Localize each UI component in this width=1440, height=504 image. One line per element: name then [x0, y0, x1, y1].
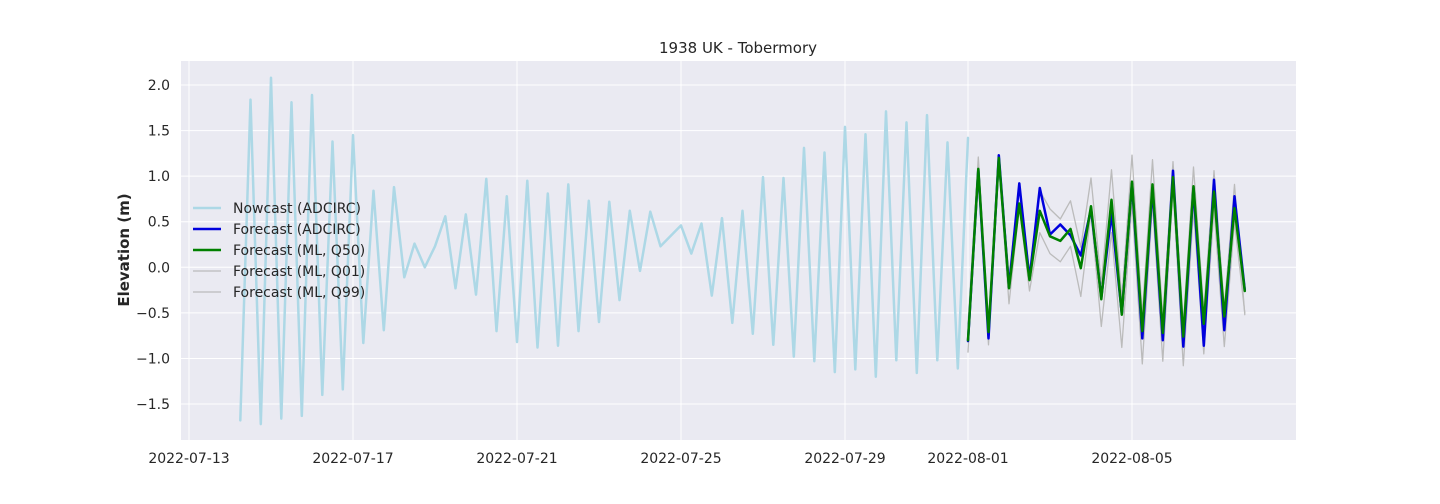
y-axis-label: Elevation (m) — [115, 193, 133, 306]
chart-title: 1938 UK - Tobermory — [659, 39, 817, 57]
x-tick-label: 2022-07-13 — [148, 451, 229, 467]
legend-label: Forecast (ML, Q99) — [233, 285, 365, 301]
y-tick-label: 0.5 — [148, 215, 170, 231]
series-layer — [239, 76, 1247, 426]
legend-label: Forecast (ADCIRC) — [233, 222, 361, 238]
y-tick-label: −1.5 — [136, 397, 170, 413]
x-tick-label: 2022-07-21 — [476, 451, 557, 467]
legend-label: Nowcast (ADCIRC) — [233, 201, 361, 217]
y-tick-label: −0.5 — [136, 306, 170, 322]
x-tick-label: 2022-07-17 — [312, 451, 393, 467]
legend-label: Forecast (ML, Q50) — [233, 243, 365, 259]
y-tick-label: −1.0 — [136, 351, 170, 367]
x-tick-label: 2022-08-05 — [1091, 451, 1172, 467]
y-tick-label: 1.0 — [148, 169, 170, 185]
series-line-nowcast-adcirc — [239, 76, 970, 426]
y-tick-label: 0.0 — [148, 260, 170, 276]
y-tick-label: 1.5 — [148, 124, 170, 140]
x-tick-label: 2022-08-01 — [927, 451, 1008, 467]
x-tick-label: 2022-07-29 — [804, 451, 885, 467]
legend-label: Forecast (ML, Q01) — [233, 264, 365, 280]
y-tick-label: 2.0 — [148, 78, 170, 94]
legend: Nowcast (ADCIRC) Forecast (ADCIRC) Forecas… — [193, 201, 365, 301]
series-line-forecast-ml-q50 — [966, 156, 1247, 342]
x-tick-label: 2022-07-25 — [640, 451, 721, 467]
y-axis-ticks: −1.5 −1.0 −0.5 0.0 0.5 1.0 1.5 2.0 — [136, 78, 170, 413]
x-axis-ticks: 2022-07-13 2022-07-17 2022-07-21 2022-07-25… — [148, 451, 1172, 467]
